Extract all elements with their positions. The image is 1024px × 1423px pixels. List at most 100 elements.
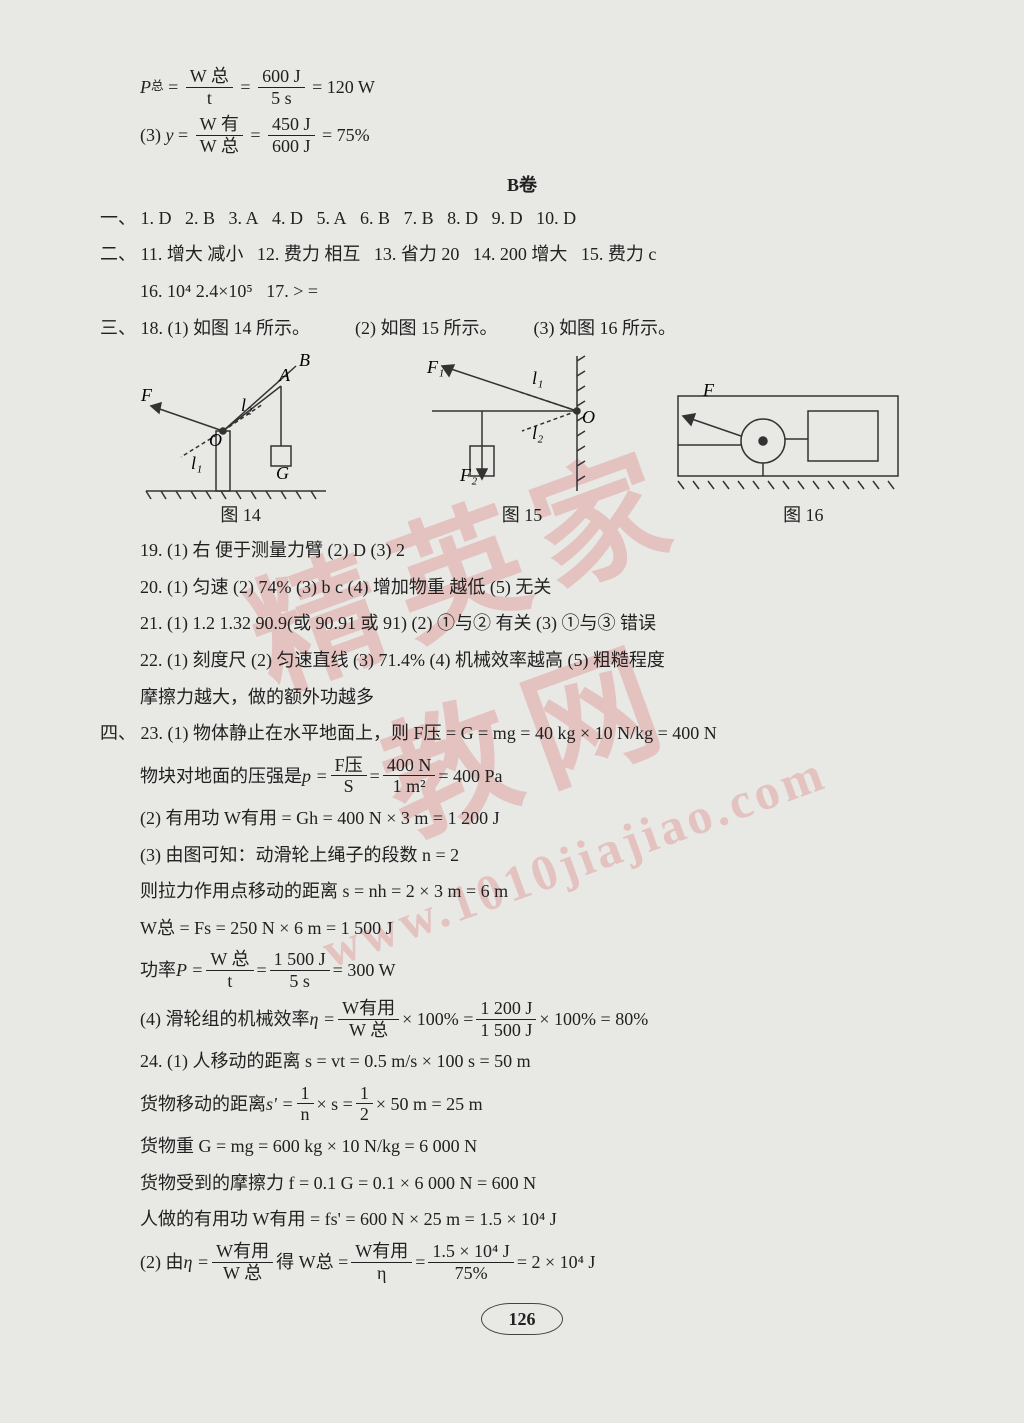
q18c: (3) 如图 16 所示。 (534, 318, 677, 338)
q242r: × 50 m = 25 m (376, 1089, 483, 1120)
f15-l2: l₂ (532, 423, 543, 443)
a15: 15. 费力 c (581, 244, 657, 264)
q246d3: 75% (428, 1263, 513, 1284)
ans1: 1. D (141, 208, 172, 228)
f14-A: A (278, 365, 291, 385)
sub-total: 总 (151, 76, 164, 97)
f14-l2: l₂ (241, 395, 252, 415)
dr: = 300 W (333, 955, 396, 986)
dn2: 1 500 J (270, 949, 330, 971)
q246r: = 2 × 10⁴ J (517, 1247, 596, 1278)
ans7: 7. B (404, 208, 434, 228)
sec4-label: 四、 (100, 723, 136, 743)
q23l1: 23. (1) 物体静止在水平地面上，则 F压 = G = mg = 40 kg… (141, 723, 717, 743)
f14-B: B (299, 351, 310, 370)
f15-l1: l₁ (532, 368, 543, 388)
q24-2: 货物移动的距离 s' = 1n × s = 12 × 50 m = 25 m (100, 1083, 944, 1125)
q22b: 摩擦力越大，做的额外功越多 (100, 682, 944, 713)
q24-4: 货物受到的摩擦力 f = 0.1 G = 0.1 × 6 000 N = 600… (100, 1168, 944, 1199)
f14-O: O (209, 430, 222, 450)
f15-O: O (582, 407, 595, 427)
f15-F2: F₂ (459, 465, 477, 485)
e4n2: 1 200 J (476, 998, 536, 1020)
q246n2: W有用 (351, 1241, 412, 1263)
n: W 有 (196, 114, 243, 136)
num2: 600 J (258, 66, 305, 88)
sec3-q18: 三、 18. (1) 如图 14 所示。 (2) 如图 15 所示。 (3) 如… (100, 313, 944, 344)
e4d2: 1 500 J (476, 1020, 536, 1041)
eq-item3: (3) y = W 有W 总 = 450 J600 J = 75% (100, 114, 944, 156)
e4p: (4) 滑轮组的机械效率 (140, 1004, 310, 1035)
num: W 总 (186, 66, 233, 88)
e4t: × 100% = (402, 1004, 473, 1035)
q24-1: 24. (1) 人移动的距离 s = vt = 0.5 m/s × 100 s … (100, 1046, 944, 1077)
ps: p = (302, 761, 328, 792)
dd: t (206, 971, 253, 992)
e4n: W有用 (338, 998, 399, 1020)
a12: 12. 费力 相互 (257, 244, 361, 264)
a17: 17. > = (266, 281, 318, 301)
e4d: W 总 (338, 1020, 399, 1041)
q24-6: (2) 由 η = W有用W 总 得 W总 = W有用η = 1.5 × 10⁴… (100, 1241, 944, 1283)
q18p: 18. (141, 318, 168, 338)
d: W 总 (196, 136, 243, 157)
e4s: η = (310, 1004, 336, 1035)
q242n2: 1 (356, 1083, 373, 1105)
q242s: s' = (266, 1089, 294, 1120)
ans3: 3. A (229, 208, 259, 228)
q20: 20. (1) 匀速 (2) 74% (3) b c (4) 增加物重 越低 (… (100, 572, 944, 603)
ans10: 10. D (536, 208, 576, 228)
figure-15: F₁ F₂ l₁ l₂ O (402, 351, 602, 501)
n2: 450 J (268, 114, 315, 136)
q242n: 1 (297, 1083, 314, 1105)
a14: 14. 200 增大 (473, 244, 568, 264)
cap15: 图 15 (502, 501, 543, 527)
ans9: 9. D (492, 208, 523, 228)
q246d2: η (351, 1263, 412, 1284)
ans6: 6. B (360, 208, 390, 228)
q246d: W 总 (212, 1263, 273, 1284)
dn: W 总 (206, 949, 253, 971)
r3: 75% (337, 120, 370, 151)
sec1: 一、 1. D 2. B 3. A 4. D 5. A 6. B 7. B 8.… (100, 203, 944, 234)
q19: 19. (1) 右 便于测量力臂 (2) D (3) 2 (100, 535, 944, 566)
q246p: (2) 由 (140, 1247, 184, 1278)
sec2-label: 二、 (100, 244, 136, 264)
q23-p: 物块对地面的压强是 p = F压S = 400 N1 m² = 400 Pa (100, 755, 944, 797)
pn: F压 (331, 755, 367, 777)
q246s: η = (184, 1247, 210, 1278)
q242t: × s = (317, 1089, 353, 1120)
f16-F: F (702, 380, 715, 400)
pp: 物块对地面的压强是 (140, 761, 302, 792)
den: t (186, 88, 233, 109)
figure-row: F A B O G l₁ l₂ F₁ F₂ (100, 351, 944, 501)
sec4-q23-1: 四、 23. (1) 物体静止在水平地面上，则 F压 = G = mg = 40… (100, 718, 944, 749)
sec1-label: 一、 (100, 208, 136, 228)
cap14: 图 14 (220, 501, 261, 527)
q246n: W有用 (212, 1241, 273, 1263)
a16: 16. 10⁴ 2.4×10⁵ (140, 281, 253, 301)
ans8: 8. D (447, 208, 478, 228)
f14-l1: l₁ (191, 453, 202, 473)
d2: 600 J (268, 136, 315, 157)
cap16: 图 16 (783, 501, 824, 527)
lbl3: (3) (140, 120, 161, 151)
q24-5: 人做的有用功 W有用 = fs' = 600 N × 25 m = 1.5 × … (100, 1204, 944, 1235)
q246m2: = (415, 1247, 425, 1278)
q246n3: 1.5 × 10⁴ J (428, 1241, 513, 1263)
ans4: 4. D (272, 208, 303, 228)
q23-3c: W总 = Fs = 250 N × 6 m = 1 500 J (100, 913, 944, 944)
pr: = 400 Pa (438, 761, 502, 792)
q18a: (1) 如图 14 所示。 (168, 318, 311, 338)
lhs: y (166, 120, 174, 151)
q242d: n (297, 1104, 314, 1125)
q242p: 货物移动的距离 (140, 1089, 266, 1120)
page-number: 126 (481, 1303, 563, 1335)
q23-3b: 则拉力作用点移动的距离 s = nh = 2 × 3 m = 6 m (100, 876, 944, 907)
figure-captions: 图 14 图 15 图 16 (100, 501, 944, 527)
a11: 11. 增大 减小 (141, 244, 244, 264)
q246m: 得 W总 = (276, 1247, 348, 1278)
q24-3: 货物重 G = mg = 600 kg × 10 N/kg = 6 000 N (100, 1131, 944, 1162)
figure-14: F A B O G l₁ l₂ (131, 351, 341, 501)
q22: 22. (1) 刻度尺 (2) 匀速直线 (3) 71.4% (4) 机械效率越… (100, 645, 944, 676)
